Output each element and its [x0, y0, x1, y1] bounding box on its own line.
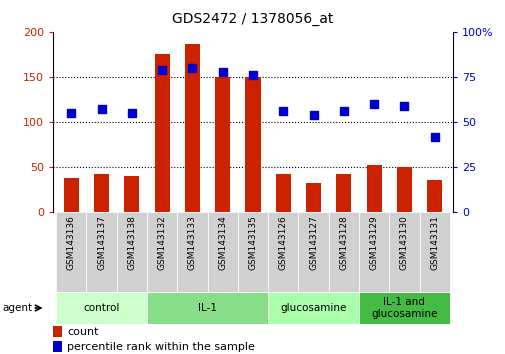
Bar [388, 212, 419, 292]
Text: GSM143136: GSM143136 [67, 216, 76, 270]
Bar [237, 212, 268, 292]
Point [279, 108, 287, 114]
Point [128, 110, 136, 116]
Text: GSM143132: GSM143132 [158, 216, 166, 270]
Point [158, 67, 166, 73]
Point [248, 72, 257, 78]
Text: count: count [67, 327, 98, 337]
Text: percentile rank within the sample: percentile rank within the sample [67, 342, 255, 352]
Point [339, 108, 347, 114]
Text: GSM143126: GSM143126 [278, 216, 287, 270]
Bar [147, 292, 268, 324]
Text: GDS2472 / 1378056_at: GDS2472 / 1378056_at [172, 12, 333, 27]
Bar [56, 292, 147, 324]
Text: GSM143131: GSM143131 [429, 216, 438, 270]
Bar [117, 212, 147, 292]
Text: GSM143128: GSM143128 [339, 216, 347, 270]
Bar [94, 175, 109, 212]
Text: control: control [83, 303, 120, 313]
Text: GSM143134: GSM143134 [218, 216, 227, 270]
Bar [154, 55, 169, 212]
Bar [366, 165, 381, 212]
Bar [396, 167, 411, 212]
Point [309, 112, 317, 118]
Point [97, 107, 106, 112]
Bar [358, 212, 388, 292]
Bar [53, 341, 62, 353]
Point [188, 65, 196, 71]
Bar [56, 212, 86, 292]
Bar [306, 183, 321, 212]
Bar [177, 212, 207, 292]
Bar [328, 212, 358, 292]
Bar [275, 173, 290, 212]
Text: GSM143133: GSM143133 [187, 216, 196, 270]
Bar [268, 212, 298, 292]
Bar [419, 212, 449, 292]
Text: IL-1: IL-1 [197, 303, 217, 313]
Text: GSM143130: GSM143130 [399, 216, 408, 270]
Bar [268, 292, 358, 324]
Point [430, 134, 438, 139]
Bar [298, 212, 328, 292]
Text: GSM143129: GSM143129 [369, 216, 378, 270]
Bar [358, 292, 449, 324]
Point [67, 110, 75, 116]
Text: GSM143137: GSM143137 [97, 216, 106, 270]
Bar [215, 77, 230, 212]
Bar [64, 178, 79, 212]
Point [399, 103, 408, 109]
Bar [184, 44, 199, 212]
Bar [124, 176, 139, 212]
Bar [86, 212, 117, 292]
Bar [207, 212, 237, 292]
Point [218, 69, 226, 74]
Bar [147, 212, 177, 292]
Text: GSM143138: GSM143138 [127, 216, 136, 270]
Bar [426, 180, 441, 212]
Bar [245, 77, 260, 212]
Point [369, 101, 377, 107]
Text: IL-1 and
glucosamine: IL-1 and glucosamine [371, 297, 437, 319]
Text: agent: agent [3, 303, 33, 313]
Bar [336, 173, 351, 212]
Bar [53, 326, 62, 337]
Text: glucosamine: glucosamine [280, 303, 346, 313]
Text: GSM143135: GSM143135 [248, 216, 257, 270]
Text: GSM143127: GSM143127 [309, 216, 318, 270]
